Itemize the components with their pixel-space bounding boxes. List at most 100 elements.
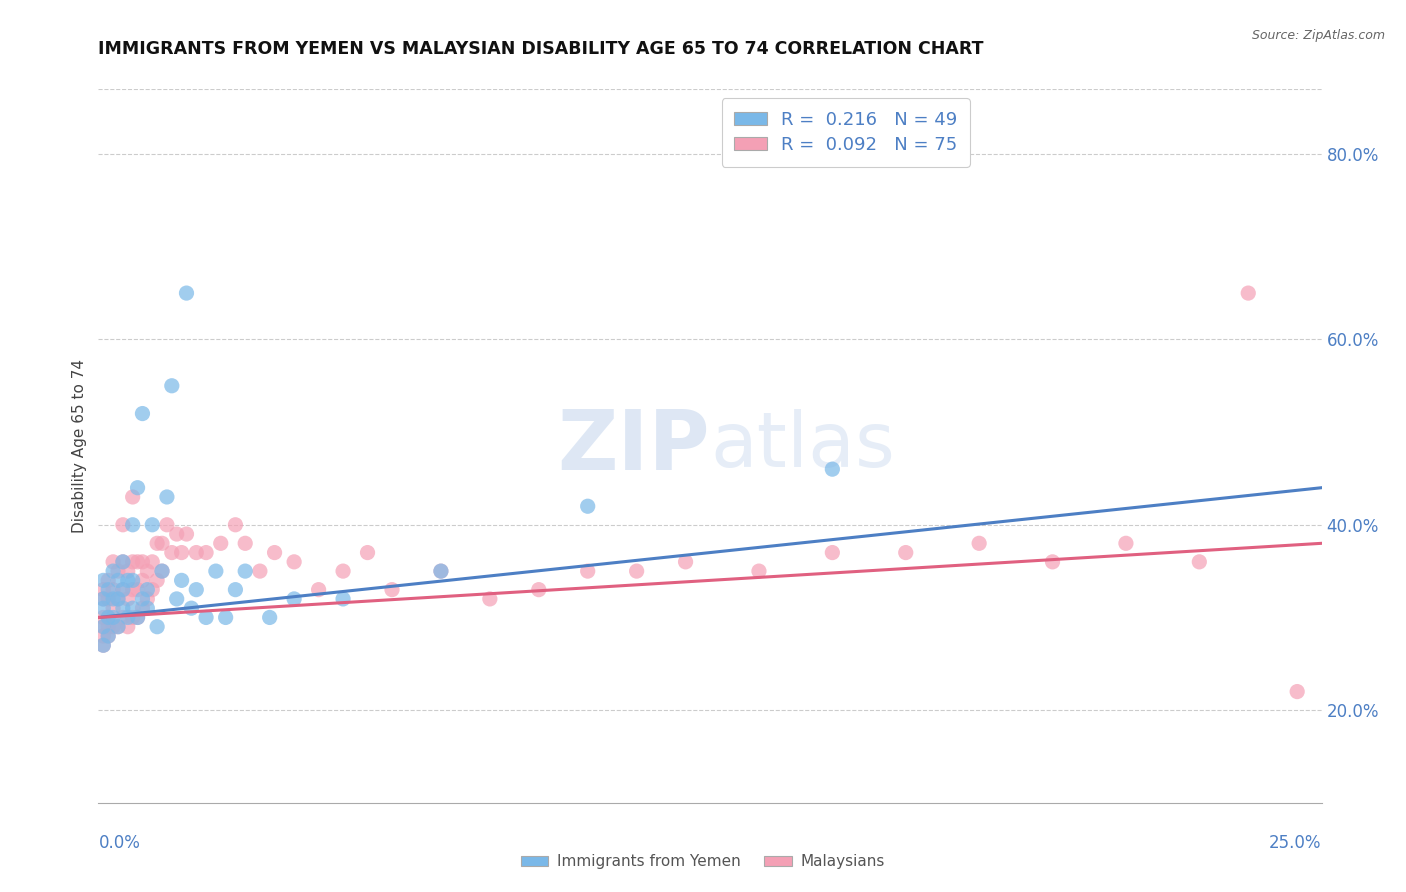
Point (224, 582, 246, 597)
Text: 25.0%: 25.0% (1270, 834, 1322, 852)
Point (209, 536, 232, 550)
Point (576, 500, 599, 514)
Point (136, 582, 159, 597)
Point (117, 610, 139, 624)
Point (283, 555, 305, 569)
Point (97, 582, 120, 597)
Point (121, 574, 143, 588)
Point (1286, 684, 1309, 698)
Point (121, 601, 143, 615)
Point (249, 564, 271, 578)
Point (131, 555, 153, 569)
Point (91, 620, 114, 634)
Point (107, 574, 129, 588)
Point (146, 574, 169, 588)
Point (141, 582, 163, 597)
Point (1237, 286, 1260, 301)
Text: ZIP: ZIP (558, 406, 710, 486)
Point (111, 601, 134, 615)
Point (430, 564, 453, 578)
Point (91, 620, 114, 634)
Point (136, 591, 159, 606)
Point (332, 591, 354, 606)
Point (478, 591, 501, 606)
Point (150, 564, 173, 578)
Point (101, 601, 124, 615)
Point (111, 582, 134, 597)
Point (107, 620, 129, 634)
Point (176, 286, 198, 301)
Point (150, 564, 173, 578)
Text: 0.0%: 0.0% (98, 834, 141, 852)
Point (107, 620, 129, 634)
Point (233, 536, 256, 550)
Point (527, 582, 550, 597)
Point (176, 527, 198, 541)
Point (186, 545, 208, 559)
Point (101, 582, 124, 597)
Point (97, 591, 120, 606)
Point (224, 517, 246, 532)
Point (146, 536, 169, 550)
Point (127, 582, 149, 597)
Point (97, 629, 120, 643)
Point (121, 490, 143, 504)
Text: atlas: atlas (710, 409, 894, 483)
Text: Source: ZipAtlas.com: Source: ZipAtlas.com (1251, 29, 1385, 42)
Point (748, 564, 770, 578)
Point (121, 517, 143, 532)
Point (136, 601, 159, 615)
Point (111, 517, 134, 532)
Point (127, 555, 149, 569)
Point (91, 610, 114, 624)
Point (131, 574, 153, 588)
Legend: Immigrants from Yemen, Malaysians: Immigrants from Yemen, Malaysians (515, 848, 891, 875)
Point (91, 591, 114, 606)
Point (101, 620, 124, 634)
Text: IMMIGRANTS FROM YEMEN VS MALAYSIAN DISABILITY AGE 65 TO 74 CORRELATION CHART: IMMIGRANTS FROM YEMEN VS MALAYSIAN DISAB… (98, 40, 984, 58)
Point (576, 564, 599, 578)
Point (430, 564, 453, 578)
Point (127, 610, 149, 624)
Point (91, 591, 114, 606)
Point (821, 545, 844, 559)
Point (101, 555, 124, 569)
Point (97, 610, 120, 624)
Point (308, 582, 330, 597)
Point (332, 564, 354, 578)
Point (91, 629, 114, 643)
Point (146, 620, 169, 634)
Point (166, 591, 188, 606)
Point (1115, 536, 1137, 550)
Point (160, 545, 183, 559)
Point (156, 490, 179, 504)
Point (136, 564, 159, 578)
Point (1042, 555, 1064, 569)
Point (121, 582, 143, 597)
Point (821, 462, 844, 476)
Point (127, 481, 149, 495)
Point (131, 407, 153, 421)
Point (233, 564, 256, 578)
Point (117, 564, 139, 578)
Point (111, 555, 134, 569)
Point (283, 591, 305, 606)
Point (111, 610, 134, 624)
Point (170, 545, 193, 559)
Point (156, 517, 179, 532)
Point (117, 574, 139, 588)
Y-axis label: Disability Age 65 to 74: Disability Age 65 to 74 (72, 359, 87, 533)
Point (150, 536, 173, 550)
Point (97, 620, 120, 634)
Point (91, 638, 114, 652)
Point (117, 591, 139, 606)
Point (121, 555, 143, 569)
Point (91, 638, 114, 652)
Point (117, 620, 139, 634)
Point (97, 574, 120, 588)
Point (107, 591, 129, 606)
Point (186, 582, 208, 597)
Point (101, 610, 124, 624)
Point (141, 555, 163, 569)
Point (107, 564, 129, 578)
